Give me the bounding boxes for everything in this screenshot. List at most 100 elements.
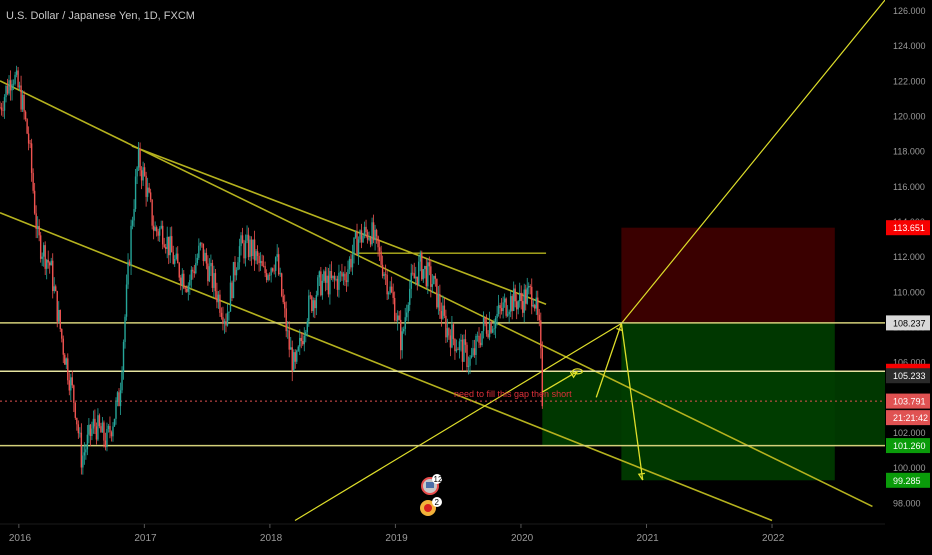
candle-body: [189, 280, 191, 286]
candle-body: [317, 277, 319, 296]
news-dot-icon: [424, 504, 432, 512]
candle-body: [368, 238, 370, 240]
candle-body: [139, 148, 141, 171]
price-tag-bg: [886, 220, 930, 236]
candle-body: [381, 264, 384, 277]
candle-body: [171, 236, 173, 253]
trade-zones-layer: [542, 227, 885, 481]
candle-body: [186, 288, 188, 292]
candle-body: [531, 286, 533, 307]
candle-body: [152, 225, 155, 231]
candle-body: [192, 269, 194, 272]
candle-body: [439, 293, 441, 312]
candle-body: [229, 282, 232, 312]
candle-body: [476, 335, 479, 337]
candle-body: [88, 424, 90, 435]
candle-body: [222, 317, 224, 324]
candle-body: [300, 337, 302, 342]
usa-flag-icon: [426, 482, 434, 488]
price-tag-label: 105.233: [893, 371, 926, 381]
candle-body: [448, 328, 450, 336]
candle-body: [418, 261, 420, 285]
candle-body: [274, 257, 277, 271]
candle-body: [324, 271, 327, 283]
candle-body: [5, 85, 7, 98]
candle-body: [62, 338, 64, 355]
candle-body: [308, 295, 310, 322]
candle-body: [216, 291, 218, 303]
candle-body: [175, 253, 177, 260]
candle-body: [467, 365, 470, 367]
candle-body: [293, 352, 295, 371]
candle-body: [375, 229, 378, 237]
price-tag-bg: [886, 472, 930, 488]
candle-body: [41, 256, 43, 259]
candle-body: [106, 429, 108, 448]
time-axis-ticks: 2016 2017 2018 2019 2020 2021 2022: [9, 524, 785, 544]
candle-body: [279, 273, 281, 275]
candle-body: [351, 254, 354, 268]
candle-body: [455, 349, 458, 352]
candle-body: [452, 324, 455, 339]
candle-body: [113, 418, 116, 427]
candle-body: [267, 275, 269, 280]
time-axis[interactable]: 2016 2017 2018 2019 2020 2021 2022: [0, 523, 885, 544]
target-zone-2: [542, 371, 885, 446]
candle-body: [511, 296, 513, 312]
candle-body: [195, 263, 197, 274]
badge-count: 12: [434, 475, 443, 484]
price-tag-label: 99.285: [893, 476, 921, 486]
candle-body: [112, 426, 114, 437]
candle-body: [237, 262, 239, 270]
candle-body: [9, 80, 12, 91]
candle-body: [457, 349, 459, 351]
candle-body: [8, 80, 10, 94]
candle-body: [210, 262, 212, 267]
candle-body: [196, 257, 199, 264]
price-tick-label: 118.000: [893, 147, 925, 157]
candle-body: [91, 428, 93, 437]
candle-body: [532, 305, 534, 307]
candle-body: [201, 242, 203, 244]
candle-body: [496, 313, 498, 319]
event-badge-news[interactable]: 2: [420, 497, 442, 516]
candle-body: [419, 253, 421, 262]
candle-body: [491, 329, 494, 333]
candle-body: [228, 311, 230, 313]
candle-body: [365, 226, 367, 233]
price-axis[interactable]: 126.000 124.000 122.000 120.000 118.000 116.0…: [885, 0, 932, 550]
price-tick-label: 100.000: [893, 463, 926, 473]
candle-body: [20, 85, 22, 110]
candle-body: [454, 338, 456, 352]
candle-body: [142, 167, 144, 181]
candle-body: [526, 287, 528, 304]
candle-body: [372, 222, 375, 241]
candle-body: [79, 432, 81, 434]
candle-body: [17, 70, 19, 88]
candle-body: [241, 235, 244, 244]
price-tag-label: 21:21:42: [893, 413, 928, 423]
candle-body: [294, 352, 296, 362]
candle-body: [505, 298, 507, 316]
candle-body: [288, 330, 290, 350]
price-tick-label: 102.000: [893, 428, 926, 438]
candle-body: [519, 292, 521, 302]
price-axis-tags: 113.651108.237105.485105.233103.79121:21…: [886, 220, 930, 488]
price-tag-label: 103.791: [893, 397, 926, 407]
candle-body: [359, 230, 361, 240]
candle-body: [434, 275, 437, 279]
candle-body: [154, 227, 156, 231]
candle-body: [45, 259, 48, 269]
candle-body: [101, 422, 104, 433]
candle-body: [183, 273, 185, 289]
candle-body: [500, 308, 503, 312]
event-badge-earnings[interactable]: 12: [421, 474, 443, 495]
candle-body: [347, 269, 349, 283]
candle-body: [148, 187, 150, 193]
candle-body: [12, 83, 15, 85]
price-tick-label: 124.000: [893, 41, 926, 51]
candle-body: [366, 232, 369, 240]
trendline-2: [131, 145, 547, 305]
